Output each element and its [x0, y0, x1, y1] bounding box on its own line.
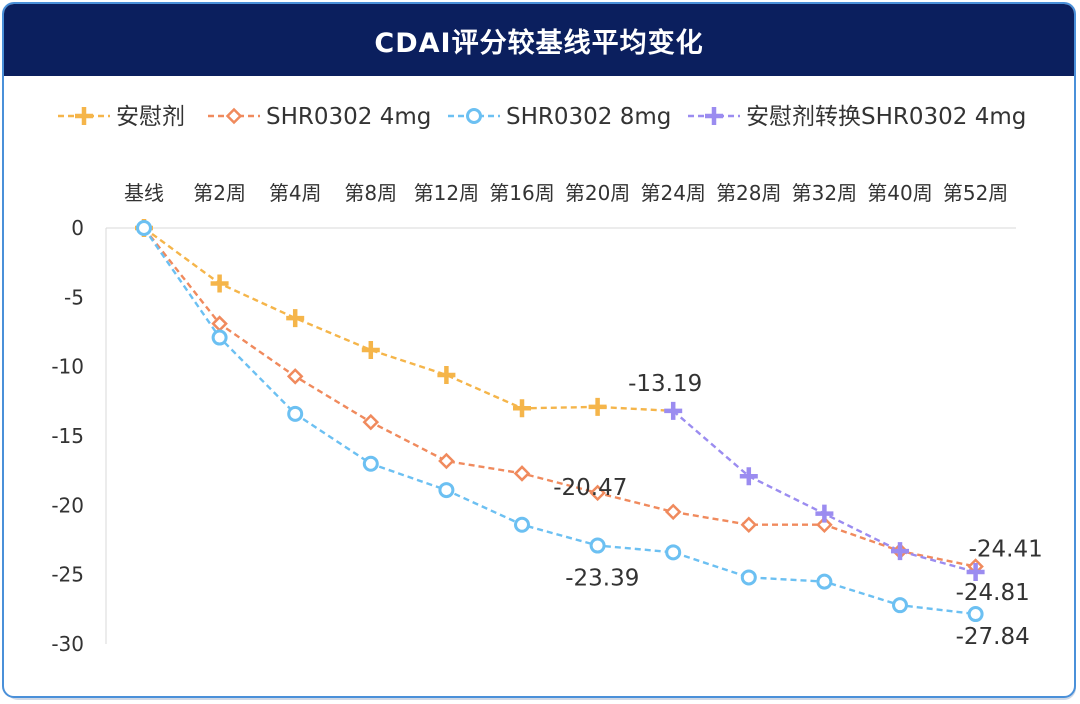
line-chart: 0 -5 -10 -15 -20 -25 -30 基线 第2周 第4周 第8周 第12周 第16周 第20…	[51, 104, 1043, 656]
legend-label-placebo: 安慰剂	[116, 104, 185, 130]
data-point-shr8	[892, 597, 908, 614]
data-point-shr8	[136, 220, 152, 236]
legend-label-shr8: SHR0302 8mg	[506, 104, 671, 130]
data-point-shr8	[211, 329, 228, 346]
data-point-shr4	[816, 516, 833, 534]
data-point-shr8	[514, 516, 530, 533]
x-tick-label: 第4周	[269, 181, 322, 205]
x-tick-label: 第16周	[489, 181, 554, 205]
x-tick-label: 第20周	[565, 181, 630, 205]
y-tick-label: 0	[71, 216, 84, 240]
data-point-placebo	[210, 274, 229, 293]
legend-marker-shr8	[466, 108, 482, 124]
data-point-placebo	[437, 365, 456, 384]
data-label: -20.47	[553, 475, 627, 501]
data-point-switch	[966, 563, 985, 582]
data-point-shr4	[513, 465, 531, 482]
series-line-placebo	[143, 227, 674, 413]
x-tick-label: 第8周	[344, 181, 397, 205]
chart-title: CDAI评分较基线平均变化	[374, 27, 704, 59]
x-tick-label: 第32周	[792, 181, 857, 205]
data-point-shr4	[438, 452, 455, 470]
x-tick-label: 第12周	[414, 181, 479, 205]
y-tick-label: -15	[51, 424, 84, 448]
series-line-shr8	[143, 227, 976, 616]
x-tick-label: 基线	[124, 181, 164, 205]
legend-marker-switch	[705, 107, 723, 125]
legend-marker-placebo	[75, 107, 93, 125]
legend-label-shr4: SHR0302 4mg	[266, 104, 431, 130]
data-point-shr8	[967, 606, 984, 623]
data-point-shr8	[438, 482, 455, 499]
x-tick-label: 第52周	[943, 181, 1008, 205]
x-tick-label: 第28周	[716, 181, 781, 205]
data-point-shr8	[362, 455, 379, 472]
data-point-shr4	[286, 368, 304, 385]
y-tick-label: -5	[64, 285, 84, 309]
y-tick-label: -30	[51, 632, 84, 656]
x-tick-label: 第24周	[640, 181, 705, 205]
chart-title-bar: CDAI评分较基线平均变化	[4, 4, 1074, 76]
data-point-shr8	[816, 573, 833, 590]
data-point-placebo	[513, 399, 531, 418]
series-line-switch	[672, 409, 976, 574]
x-tick-label: 第2周	[193, 181, 246, 205]
data-point-switch	[739, 467, 758, 486]
x-tick-label: 第40周	[867, 181, 932, 205]
data-label: -24.81	[956, 580, 1030, 606]
data-label: -24.41	[969, 536, 1043, 562]
data-label: -27.84	[956, 624, 1030, 650]
data-point-switch	[815, 504, 834, 523]
data-label: -23.39	[565, 565, 639, 591]
data-point-placebo	[361, 341, 380, 360]
data-point-placebo	[588, 397, 607, 416]
y-tick-label: -25	[51, 563, 84, 587]
data-point-shr4	[664, 503, 682, 521]
data-point-shr8	[740, 569, 757, 586]
data-point-shr4	[362, 413, 380, 431]
data-point-placebo	[286, 309, 305, 328]
data-point-shr8	[287, 405, 304, 422]
legend-label-switch: 安慰剂转换SHR0302 4mg	[746, 104, 1026, 130]
y-tick-label: -20	[51, 493, 84, 517]
legend-marker-shr4	[225, 107, 243, 125]
data-point-shr8	[665, 544, 682, 561]
data-point-switch	[664, 401, 683, 420]
data-point-shr8	[589, 537, 606, 554]
y-tick-label: -10	[51, 355, 84, 379]
series-line-shr4	[143, 227, 976, 568]
data-point-shr4	[740, 516, 758, 534]
data-label: -13.19	[628, 371, 702, 397]
data-point-shr4	[589, 484, 606, 502]
data-point-switch	[891, 542, 909, 561]
